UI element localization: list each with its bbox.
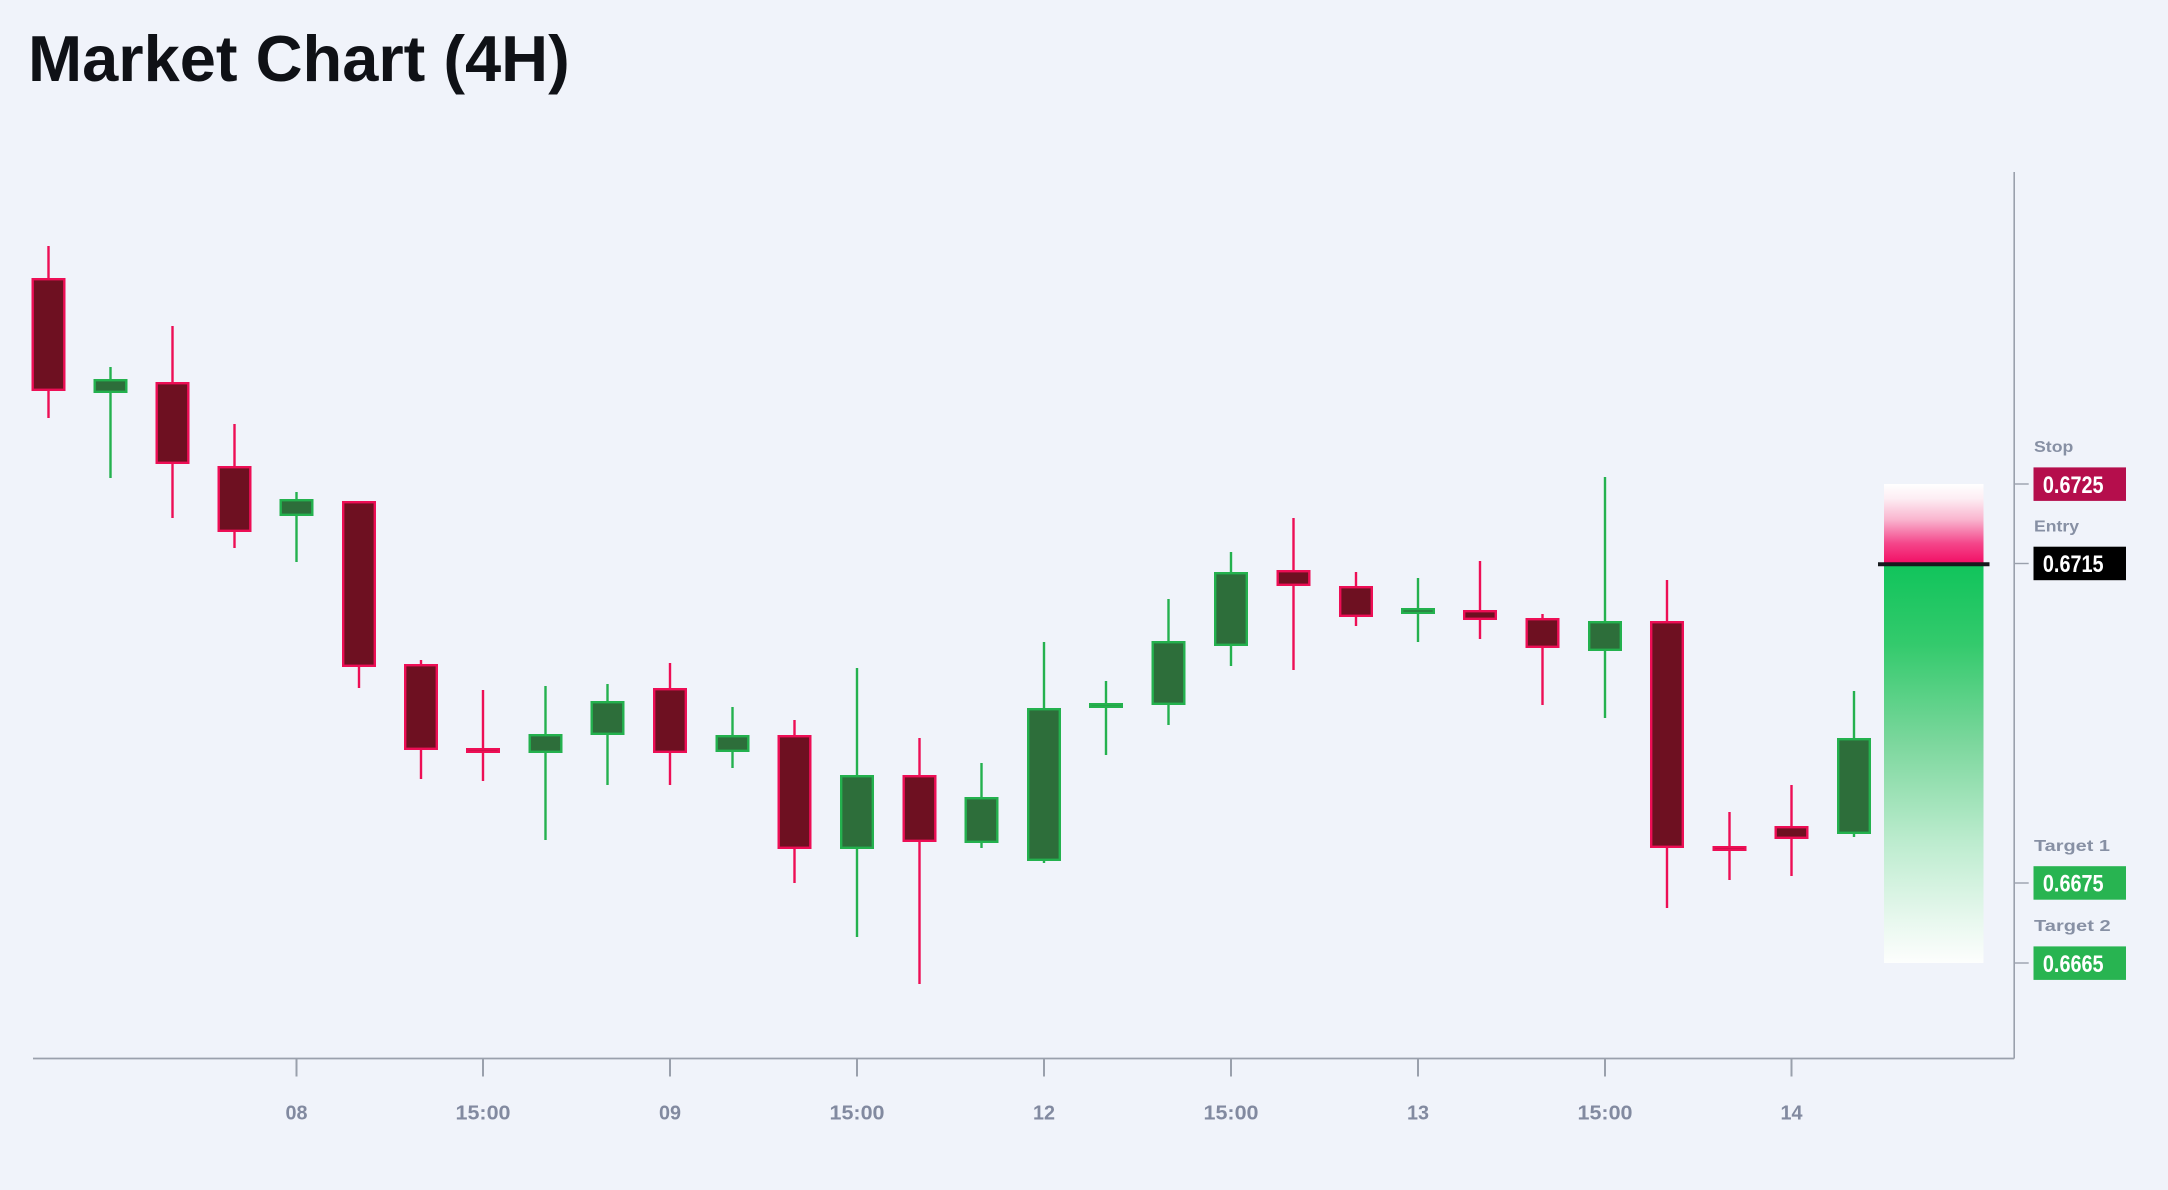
svg-text:0.6665: 0.6665 (2043, 952, 2104, 978)
svg-text:15:00: 15:00 (1204, 1102, 1259, 1124)
svg-text:15:00: 15:00 (830, 1102, 885, 1124)
svg-text:15:00: 15:00 (1578, 1102, 1633, 1124)
svg-text:13: 13 (1407, 1102, 1429, 1124)
svg-text:0.6715: 0.6715 (2043, 552, 2104, 578)
svg-text:Target 1: Target 1 (2034, 838, 2110, 855)
svg-text:Entry: Entry (2034, 518, 2079, 535)
svg-text:15:00: 15:00 (456, 1102, 511, 1124)
svg-text:0.6675: 0.6675 (2043, 872, 2104, 898)
svg-text:0.6725: 0.6725 (2043, 473, 2104, 499)
svg-text:08: 08 (286, 1102, 308, 1124)
svg-text:09: 09 (659, 1102, 681, 1124)
svg-text:Target 2: Target 2 (2034, 918, 2111, 935)
svg-text:Stop: Stop (2034, 439, 2074, 456)
svg-text:14: 14 (1781, 1102, 1804, 1124)
svg-text:12: 12 (1033, 1102, 1055, 1124)
